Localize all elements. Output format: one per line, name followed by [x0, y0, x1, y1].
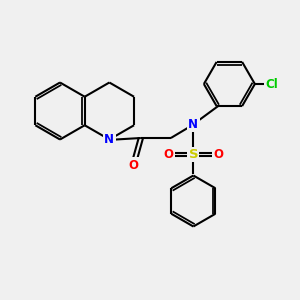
Text: S: S — [189, 148, 198, 161]
Text: O: O — [128, 158, 138, 172]
Text: O: O — [213, 148, 223, 161]
Text: N: N — [104, 133, 114, 146]
Text: Cl: Cl — [265, 77, 278, 91]
Text: O: O — [164, 148, 174, 161]
Text: N: N — [188, 118, 198, 131]
